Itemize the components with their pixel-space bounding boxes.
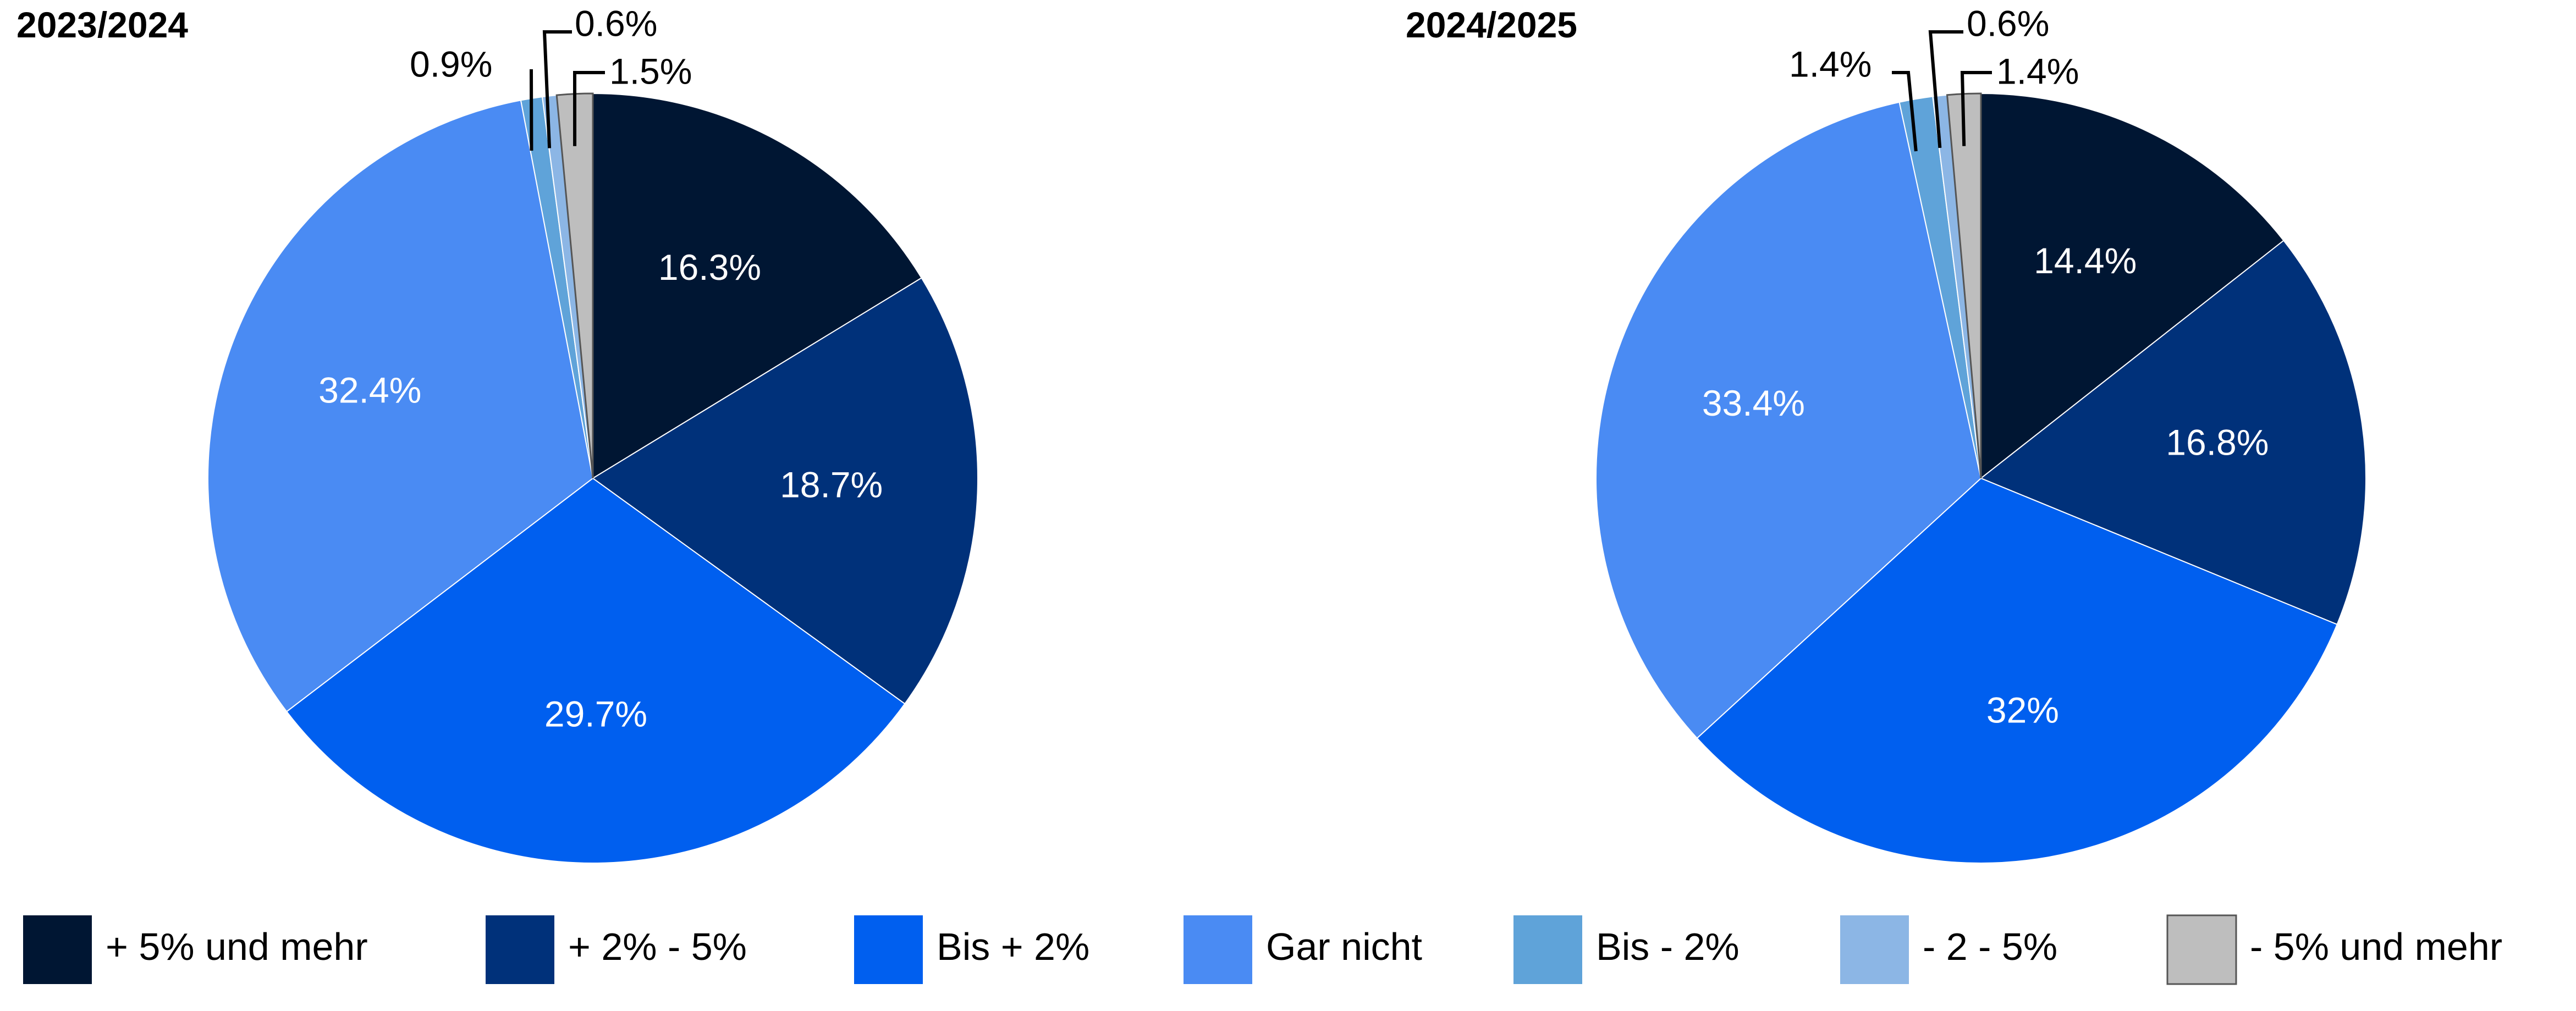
legend-swatch <box>2166 914 2237 985</box>
pie-slice <box>1696 477 2338 864</box>
callout-leader-line <box>1928 30 1963 148</box>
pie-slice <box>207 100 594 712</box>
callout-leader-line <box>1960 71 1992 146</box>
legend-swatch <box>1840 915 1909 984</box>
callout-label: 1.4% <box>1996 51 2079 91</box>
legend-label: - 5% und mehr <box>2250 925 2502 968</box>
legend-label: + 2% - 5% <box>568 925 747 968</box>
pie-slice <box>285 477 906 864</box>
slice-label: 33.4% <box>1702 383 1805 423</box>
slice-label: 18.7% <box>780 464 883 505</box>
pie-slice <box>1595 101 1982 739</box>
legend-label: Bis + 2% <box>937 925 1089 968</box>
legend-label: Bis - 2% <box>1596 925 1740 968</box>
pie-slice <box>592 92 922 479</box>
callout-leader-line <box>1892 71 1918 152</box>
slice-label: 16.8% <box>2166 422 2269 463</box>
pie-slice <box>1980 92 2285 480</box>
slice-label: 32.4% <box>318 369 421 410</box>
callout-leader-line <box>573 71 605 146</box>
callout-label: 1.5% <box>609 51 692 91</box>
callout-label: 0.9% <box>410 43 492 84</box>
slice-label: 16.3% <box>658 247 761 288</box>
legend-label: + 5% und mehr <box>106 925 368 968</box>
legend-swatch <box>1184 915 1252 984</box>
callout-label: 1.4% <box>1789 43 1872 84</box>
slice-label: 29.7% <box>544 693 647 734</box>
callout-label: 0.6% <box>1967 3 2049 43</box>
pie-slice <box>592 277 978 705</box>
chart-title: 2023/2024 <box>16 4 188 45</box>
slice-label: 14.4% <box>2034 240 2137 281</box>
legend-label: Gar nicht <box>1266 925 1422 968</box>
callout-label: 0.6% <box>575 3 657 43</box>
chart-title: 2024/2025 <box>1406 4 1577 45</box>
legend-swatch <box>486 915 554 984</box>
pie-slice <box>1980 240 2366 626</box>
legend-swatch <box>23 915 92 984</box>
legend-swatch <box>854 915 923 984</box>
callout-leader-line <box>542 30 572 148</box>
legend-swatch <box>1513 915 1582 984</box>
slice-label: 32% <box>1986 690 2059 731</box>
legend-label: - 2 - 5% <box>1923 925 2057 968</box>
